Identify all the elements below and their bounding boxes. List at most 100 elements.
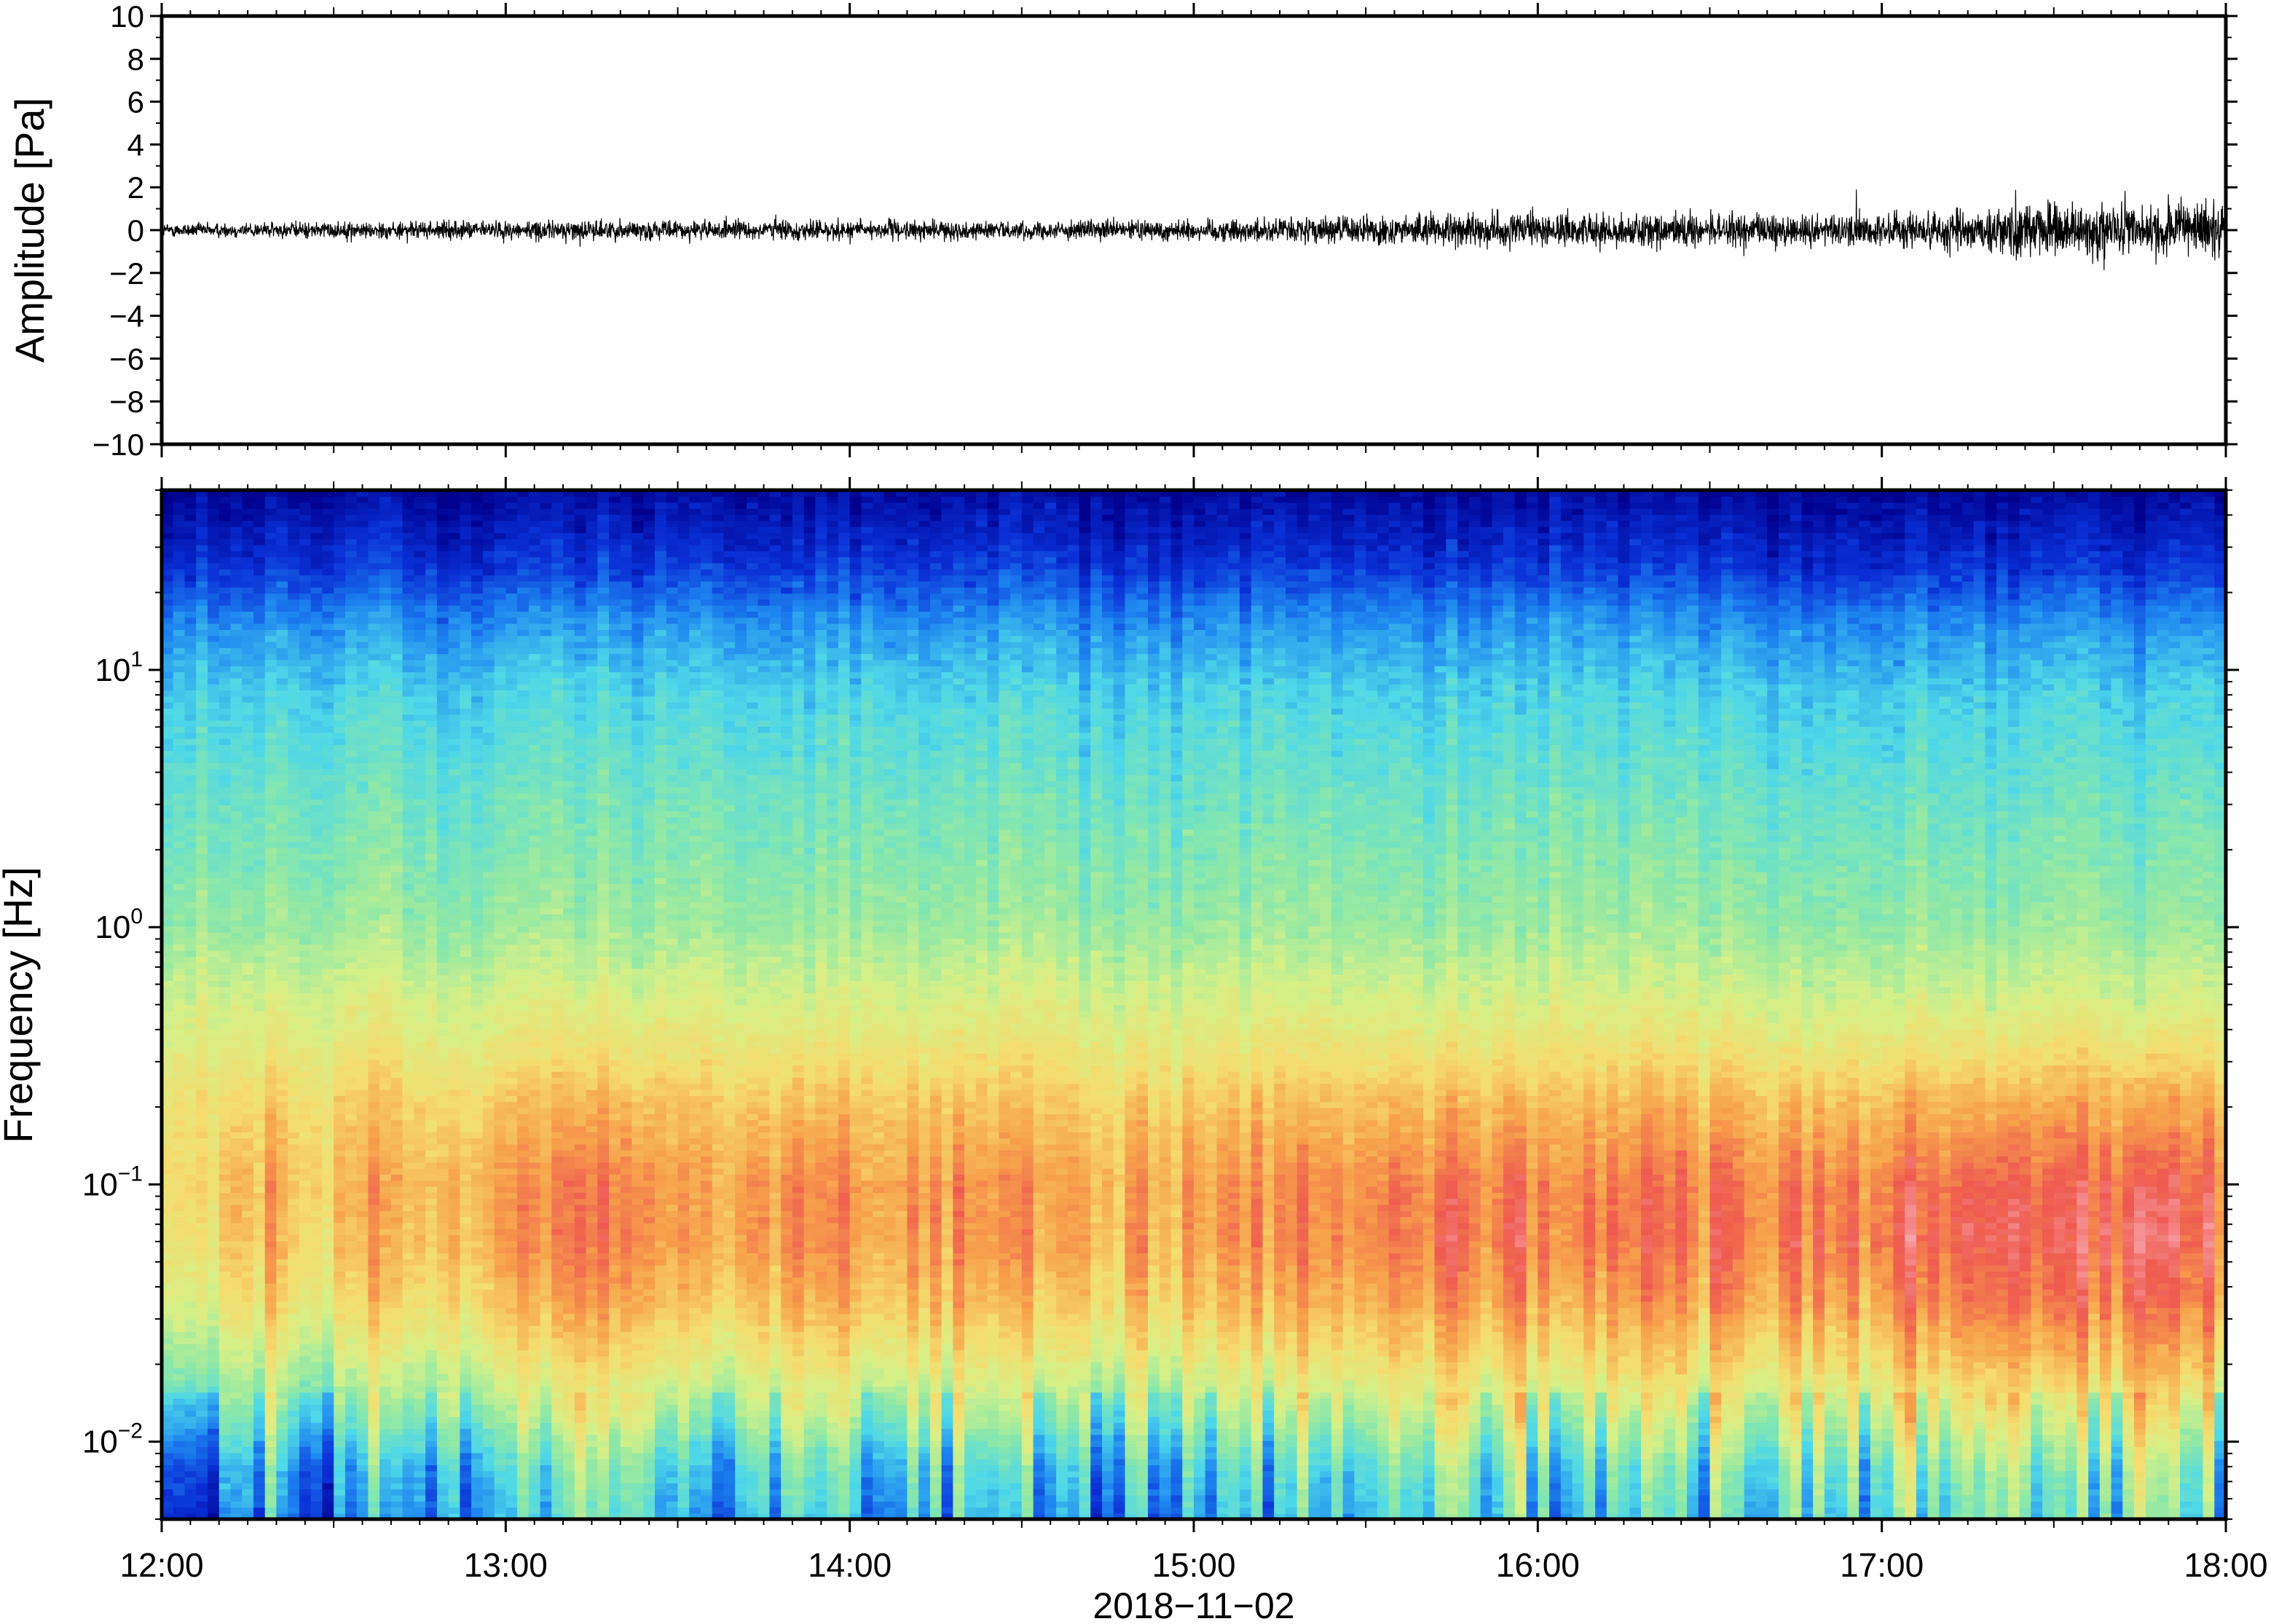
spectrogram-cell [449,854,461,860]
spectrogram-cell [253,545,266,551]
spectrogram-cell [219,998,232,1005]
spectrogram-cell [219,1392,232,1399]
spectrogram-cell [185,908,197,915]
spectrogram-cell [173,678,186,685]
spectrogram-cell [173,883,186,890]
spectrogram-cell [471,823,484,829]
spectrogram-cell [231,733,243,739]
spectrogram-cell [460,1253,472,1259]
spectrogram-cell [276,1102,288,1108]
spectrogram-cell [357,1368,369,1374]
spectrogram-cell [299,757,312,763]
spectrogram-cell [219,1428,232,1435]
spectrogram-cell [449,569,461,575]
spectrogram-cell [288,750,300,757]
spectrogram-cell [208,926,220,932]
spectrogram-cell [368,896,380,902]
spectrogram-cell [173,690,186,696]
spectrogram-cell [173,496,186,502]
spectrogram-cell [414,1095,426,1102]
spectrogram-cell [185,1362,197,1368]
spectrogram-cell [449,993,461,999]
spectrogram-cell [391,1102,404,1108]
spectrogram-cell [185,1132,197,1138]
spectrogram-cell [276,757,288,763]
spectrogram-cell [368,932,380,939]
spectrogram-cell [196,1035,208,1041]
spectrogram-cell [231,926,243,932]
spectrogram-cell [196,1453,208,1459]
spectrogram-cell [196,962,208,969]
spectrogram-cell [322,647,334,654]
spectrogram-cell [368,878,380,884]
spectrogram-cell [288,1084,300,1090]
spectrogram-cell [231,1325,243,1332]
spectrogram-cell [437,902,449,908]
spectrogram-cell [185,714,197,721]
spectrogram-cell [403,980,415,987]
spectrogram-cell [368,781,380,787]
spectrogram-cell [391,1150,404,1156]
spectrogram-cell [460,653,472,660]
spectrogram-cell [368,1047,380,1054]
spectrogram-cell [185,569,197,575]
spectrogram-cell [460,618,472,624]
spectrogram-cell [391,896,404,902]
spectrogram-cell [471,1271,484,1277]
spectrogram-cell [345,883,358,890]
spectrogram-cell [208,1495,220,1502]
spectrogram-cell [437,521,449,527]
spectrogram-cell [299,1047,312,1054]
spectrogram-cell [437,1483,449,1489]
spectrogram-cell [322,1168,334,1175]
spectrogram-cell [425,1065,438,1072]
spectrogram-cell [219,938,232,945]
spectrogram-cell [242,1156,254,1162]
spectrogram-cell [414,974,426,981]
spectrogram-cell [460,1428,472,1435]
spectrogram-cell [265,1386,278,1392]
spectrogram-cell [185,1065,197,1072]
spectrogram-cell [311,920,323,926]
spectrogram-cell [299,714,312,721]
spectrogram-cell [449,1065,461,1072]
spectrogram-cell [196,1095,208,1102]
spectrogram-cell [265,908,278,915]
spectrogram-cell [414,762,426,769]
spectrogram-cell [208,539,220,545]
spectrogram-cell [345,653,358,660]
spectrogram-cell [299,1410,312,1416]
spectrogram-cell [265,1241,278,1247]
spectrogram-cell [391,998,404,1005]
spectrogram-cell [208,1234,220,1241]
spectrogram-cell [471,653,484,660]
spectrogram-cell [185,623,197,630]
spectrogram-cell [379,1307,392,1314]
spectrogram-cell [437,1168,449,1175]
spectrogram-cell [276,1271,288,1277]
spectrogram-cell [242,799,254,805]
spectrogram-cell [368,1065,380,1072]
spectrogram-cell [357,1192,369,1199]
spectrogram-cell [299,1259,312,1266]
spectrogram-cell [379,1168,392,1175]
spectrogram-cell [208,829,220,836]
spectrogram-cell [368,1440,380,1447]
spectrogram-cell [265,987,278,993]
spectrogram-cell [437,883,449,890]
spectrogram-cell [231,629,243,636]
spectrogram-cell [265,805,278,811]
spectrogram-cell [391,841,404,848]
spectrogram-cell [208,1410,220,1416]
spectrogram-cell [253,1035,266,1041]
spectrogram-cell [276,1241,288,1247]
spectrogram-cell [208,872,220,878]
spectrogram-cell [334,1113,346,1120]
spectrogram-cell [265,859,278,866]
spectrogram-cell [253,1089,266,1096]
spectrogram-cell [334,738,346,745]
spectrogram-cell [449,708,461,714]
spectrogram-cell [242,883,254,890]
spectrogram-cell [288,666,300,672]
spectrogram-cell [345,1331,358,1338]
